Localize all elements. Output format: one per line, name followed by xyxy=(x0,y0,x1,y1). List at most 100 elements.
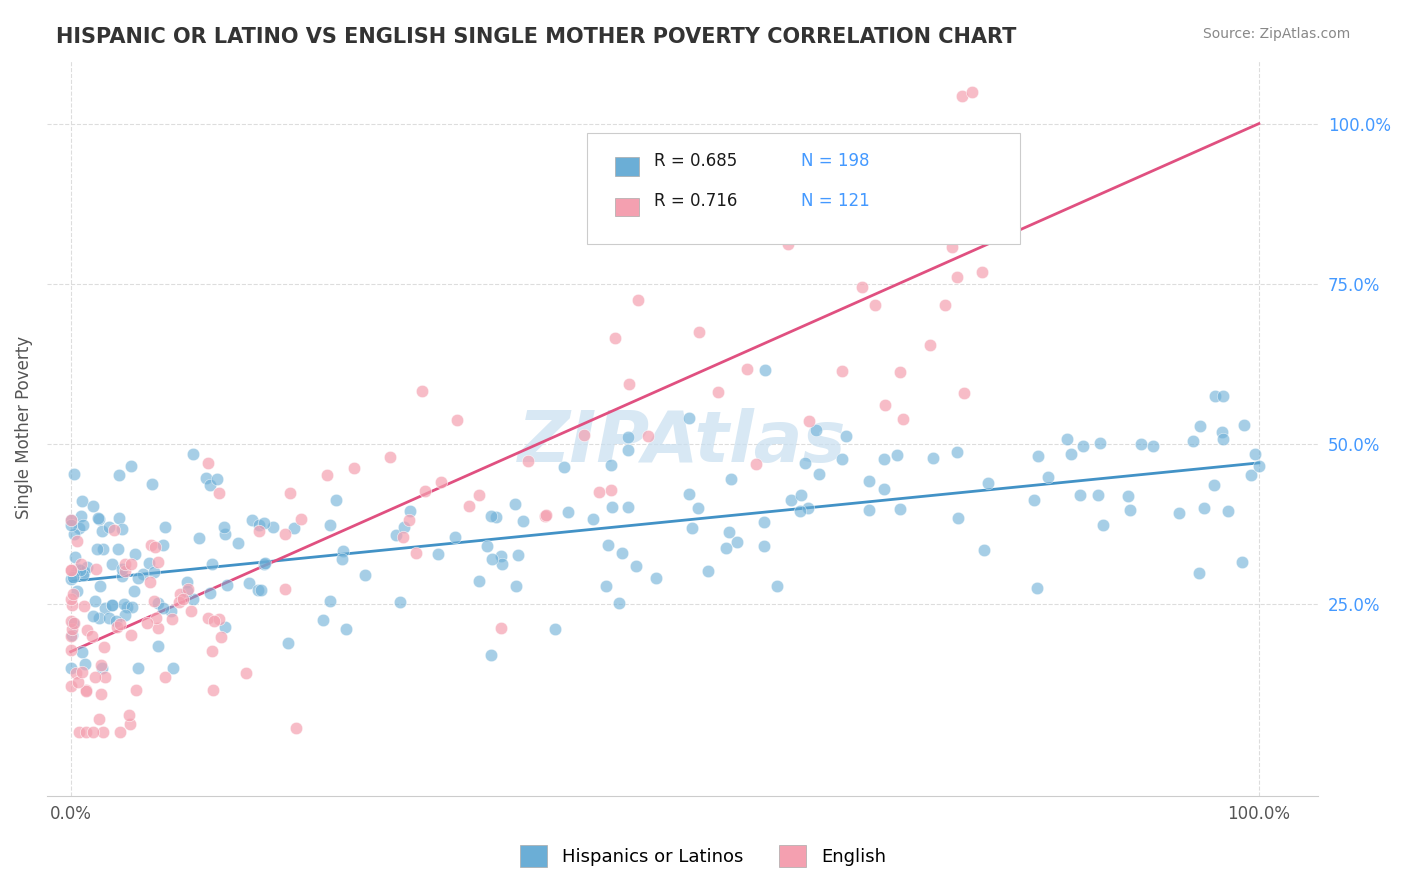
Point xyxy=(91,661,114,675)
Point xyxy=(143,594,166,608)
Text: HISPANIC OR LATINO VS ENGLISH SINGLE MOTHER POVERTY CORRELATION CHART: HISPANIC OR LATINO VS ENGLISH SINGLE MOT… xyxy=(56,27,1017,46)
Point xyxy=(101,598,124,612)
Point xyxy=(405,546,427,560)
Y-axis label: Single Mother Poverty: Single Mother Poverty xyxy=(15,336,32,519)
Point xyxy=(485,509,508,524)
Point xyxy=(468,488,491,502)
Point xyxy=(66,562,89,576)
Point xyxy=(335,623,357,637)
Point xyxy=(754,363,776,377)
Point xyxy=(72,568,94,582)
Point xyxy=(392,530,415,544)
Point xyxy=(889,365,911,379)
Point xyxy=(534,508,557,523)
Point xyxy=(59,643,82,657)
Text: N = 121: N = 121 xyxy=(800,193,869,211)
Point xyxy=(180,604,202,618)
Point xyxy=(430,475,453,489)
Point xyxy=(794,456,817,470)
Text: Source: ZipAtlas.com: Source: ZipAtlas.com xyxy=(1202,27,1350,41)
Point xyxy=(169,587,191,601)
Point xyxy=(588,484,610,499)
Point xyxy=(207,486,229,500)
Point xyxy=(59,572,82,586)
Point xyxy=(240,513,263,527)
Point xyxy=(67,521,90,535)
Point xyxy=(214,526,236,541)
Point xyxy=(754,515,776,529)
Point xyxy=(143,540,166,554)
Point xyxy=(889,501,911,516)
Point xyxy=(598,538,620,552)
Point xyxy=(141,538,163,552)
Point xyxy=(65,665,87,680)
Point xyxy=(1204,389,1226,403)
Point xyxy=(62,616,84,631)
Point xyxy=(94,670,117,684)
Point xyxy=(176,584,198,599)
Point xyxy=(831,452,853,467)
Point xyxy=(253,557,276,571)
Point xyxy=(330,551,353,566)
Point xyxy=(572,428,595,442)
Point xyxy=(378,450,401,464)
Point xyxy=(626,558,648,573)
Point xyxy=(312,614,335,628)
Point xyxy=(873,482,896,496)
Point xyxy=(278,486,301,500)
Point xyxy=(127,570,149,584)
Point xyxy=(325,493,347,508)
Point xyxy=(686,500,709,515)
Point xyxy=(1233,417,1256,432)
Point xyxy=(973,543,995,558)
Point xyxy=(198,586,221,600)
Point xyxy=(141,476,163,491)
Point xyxy=(789,504,811,518)
Point xyxy=(332,543,354,558)
Point xyxy=(136,616,159,631)
Point xyxy=(63,527,86,541)
Point xyxy=(101,557,124,571)
Point xyxy=(59,661,82,675)
Point xyxy=(516,453,538,467)
Point xyxy=(76,624,98,638)
Point xyxy=(536,508,558,522)
Point xyxy=(63,615,86,630)
Point xyxy=(1182,434,1205,448)
Point xyxy=(112,597,135,611)
Point xyxy=(1025,581,1047,595)
Point xyxy=(688,325,710,339)
Point xyxy=(851,280,873,294)
FancyBboxPatch shape xyxy=(588,133,1019,244)
Point xyxy=(118,708,141,723)
Point xyxy=(87,611,110,625)
Point xyxy=(238,576,260,591)
Point xyxy=(941,240,963,254)
Point xyxy=(121,600,143,615)
Point xyxy=(59,513,82,527)
Point xyxy=(1218,504,1240,518)
Point xyxy=(716,541,738,555)
Point xyxy=(1056,433,1078,447)
Point xyxy=(159,604,181,618)
Point xyxy=(62,587,84,601)
Point xyxy=(799,414,821,428)
Point xyxy=(228,536,250,550)
Point xyxy=(637,429,659,443)
Point xyxy=(1239,467,1261,482)
Point xyxy=(60,563,83,577)
Point xyxy=(491,558,513,572)
Point xyxy=(920,337,942,351)
Point xyxy=(93,640,115,654)
Point xyxy=(59,592,82,607)
Point xyxy=(89,579,111,593)
Point xyxy=(108,724,131,739)
Point xyxy=(59,679,82,693)
Point xyxy=(970,265,993,279)
Point xyxy=(934,298,956,312)
Point xyxy=(139,574,162,589)
Point xyxy=(512,514,534,528)
Point xyxy=(145,611,167,625)
Point xyxy=(1130,437,1153,451)
Point xyxy=(91,542,114,557)
